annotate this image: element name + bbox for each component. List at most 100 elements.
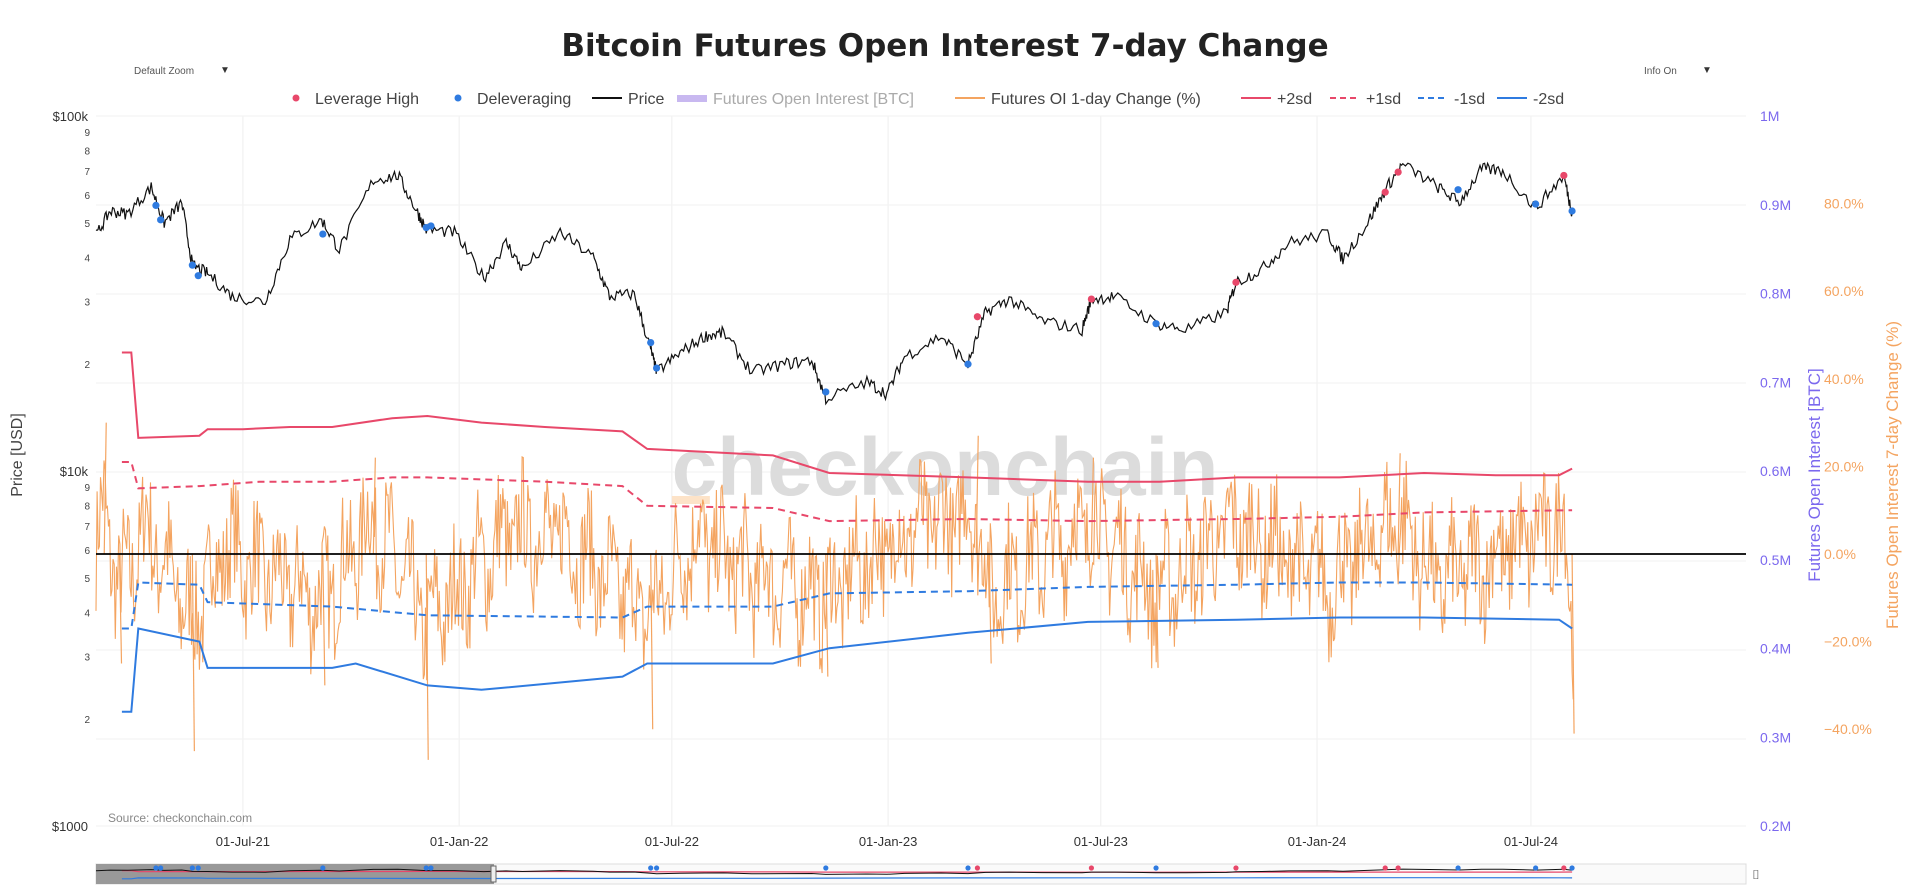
y-axis-title-price: Price [USD] bbox=[9, 413, 26, 497]
x-tick-label: 01-Jul-23 bbox=[1074, 834, 1128, 849]
y-tick-label-change: −40.0% bbox=[1824, 721, 1872, 737]
minimap-deleveraging-marker bbox=[965, 865, 971, 871]
x-tick-label: 01-Jul-22 bbox=[645, 834, 699, 849]
y-tick-label-price-minor: 6 bbox=[84, 191, 90, 202]
deleveraging-marker bbox=[1454, 186, 1462, 194]
deleveraging-marker bbox=[1568, 207, 1576, 215]
minimap-leverage-marker bbox=[1233, 865, 1239, 871]
legend-label: Price bbox=[628, 91, 665, 108]
minimap-deleveraging-marker bbox=[1569, 865, 1575, 871]
minimap-deleveraging-marker bbox=[1153, 865, 1159, 871]
range-slider-handle-left[interactable] bbox=[490, 865, 497, 883]
legend-label: Leverage High bbox=[315, 91, 419, 108]
oi-change-spike bbox=[1090, 457, 1095, 555]
x-tick-label: 01-Jan-24 bbox=[1288, 834, 1347, 849]
y-tick-label-change: −20.0% bbox=[1824, 634, 1872, 650]
plus-2sd-line bbox=[121, 351, 1573, 483]
deleveraging-marker bbox=[152, 201, 160, 209]
plus-1sd-line bbox=[121, 461, 1573, 523]
leverage-high-marker bbox=[1560, 171, 1568, 180]
y-tick-label-price: $1000 bbox=[52, 819, 88, 834]
y-tick-label-oi: 0.7M bbox=[1760, 374, 1791, 390]
x-tick-label: 01-Jan-23 bbox=[859, 834, 918, 849]
y-tick-label-price-minor: 8 bbox=[84, 501, 90, 512]
legend-swatch bbox=[677, 95, 707, 102]
deleveraging-marker bbox=[157, 216, 165, 224]
minimap-leverage-marker bbox=[1088, 865, 1095, 871]
y-tick-label-price-minor: 5 bbox=[84, 219, 90, 230]
minus-1sd-line bbox=[121, 581, 1573, 630]
oi-change-spike bbox=[1571, 553, 1575, 734]
legend-marker bbox=[292, 94, 300, 102]
minimap-deleveraging-marker bbox=[1455, 865, 1461, 871]
oi-change-spike bbox=[191, 553, 195, 752]
legend-label: +2sd bbox=[1277, 91, 1312, 108]
info-on-dropdown[interactable]: Info On ▼ bbox=[1636, 62, 1718, 84]
range-slider[interactable]: ⌷ bbox=[95, 863, 1760, 885]
y-tick-label-change: 80.0% bbox=[1824, 196, 1864, 212]
y-tick-label-change: 60.0% bbox=[1824, 283, 1864, 299]
oi-change-spike bbox=[322, 553, 326, 686]
oi-change-spike bbox=[650, 553, 654, 730]
y-tick-label-change: 40.0% bbox=[1824, 371, 1864, 387]
minimap-deleveraging-marker bbox=[428, 865, 434, 871]
y-tick-label-price-minor: 3 bbox=[84, 653, 90, 664]
y-tick-label-change: 20.0% bbox=[1824, 458, 1864, 474]
deleveraging-marker bbox=[427, 222, 435, 230]
deleveraging-marker bbox=[1532, 200, 1540, 208]
deleveraging-marker bbox=[1152, 320, 1160, 328]
chevron-down-icon: ▼ bbox=[220, 65, 230, 76]
deleveraging-marker bbox=[194, 272, 202, 280]
y-tick-label-price: $10k bbox=[60, 464, 89, 479]
source-label: Source: checkonchain.com bbox=[108, 811, 252, 825]
minimap-leverage-marker bbox=[974, 865, 981, 871]
x-tick-label: 01-Jul-24 bbox=[1504, 834, 1558, 849]
y-tick-label-price-minor: 2 bbox=[84, 360, 90, 371]
price-line bbox=[95, 161, 1573, 406]
x-tick-label: 01-Jul-21 bbox=[216, 834, 270, 849]
range-slider-preview bbox=[95, 865, 1575, 880]
gridlines bbox=[96, 115, 1746, 827]
legend-label: Futures OI 1-day Change (%) bbox=[991, 91, 1201, 108]
minimap-deleveraging-marker bbox=[189, 865, 195, 871]
minimap-deleveraging-marker bbox=[153, 865, 159, 871]
deleveraging-marker bbox=[822, 388, 830, 396]
legend-label: Futures Open Interest [BTC] bbox=[713, 91, 914, 108]
minus-2sd-line bbox=[121, 616, 1573, 713]
range-slider-handle-right[interactable]: ⌷ bbox=[1752, 867, 1760, 882]
y-tick-label-oi: 0.3M bbox=[1760, 729, 1791, 745]
chevron-down-icon: ▼ bbox=[1702, 65, 1712, 76]
minimap-deleveraging-marker bbox=[1533, 865, 1539, 871]
minimap-deleveraging-marker bbox=[423, 865, 429, 871]
default-zoom-dropdown[interactable]: Default Zoom ▼ bbox=[126, 62, 238, 84]
oi-change-spike bbox=[1397, 453, 1401, 555]
minimap-deleveraging-marker bbox=[648, 865, 654, 871]
y-tick-label-price-minor: 4 bbox=[84, 608, 90, 619]
y-tick-label-price-minor: 7 bbox=[84, 167, 90, 178]
y-tick-label-oi: 0.6M bbox=[1760, 463, 1791, 479]
y-tick-label-price-minor: 7 bbox=[84, 522, 90, 533]
y-tick-label-price-minor: 6 bbox=[84, 546, 90, 557]
leverage-high-marker bbox=[1087, 295, 1096, 303]
minimap-deleveraging-marker bbox=[653, 865, 660, 871]
leverage-high-marker bbox=[1232, 278, 1240, 286]
y-tick-label-price: $100k bbox=[53, 109, 89, 124]
y-tick-label-price-minor: 2 bbox=[84, 715, 90, 726]
legend-label: +1sd bbox=[1366, 91, 1401, 108]
y-tick-label-oi: 0.4M bbox=[1760, 641, 1791, 657]
minimap-price bbox=[95, 868, 1573, 875]
minimap-leverage-marker bbox=[1561, 865, 1567, 871]
leverage-high-marker bbox=[1394, 168, 1402, 176]
legend-marker bbox=[454, 94, 462, 102]
y-tick-label-oi: 0.9M bbox=[1760, 197, 1791, 213]
y-tick-label-price-minor: 5 bbox=[84, 574, 90, 585]
legend-label: Deleveraging bbox=[477, 91, 571, 108]
chart-title: Bitcoin Futures Open Interest 7-day Chan… bbox=[561, 28, 1328, 64]
minimap-deleveraging-marker bbox=[195, 865, 201, 871]
minimap-deleveraging-marker bbox=[320, 865, 326, 871]
deleveraging-marker bbox=[319, 230, 327, 238]
y-axis-title-change: Futures Open Interest 7-day Change (%) bbox=[1883, 321, 1902, 629]
y-tick-label-change: 0.0% bbox=[1824, 546, 1856, 562]
oi-change-line bbox=[95, 455, 1574, 700]
deleveraging-marker bbox=[188, 261, 196, 269]
